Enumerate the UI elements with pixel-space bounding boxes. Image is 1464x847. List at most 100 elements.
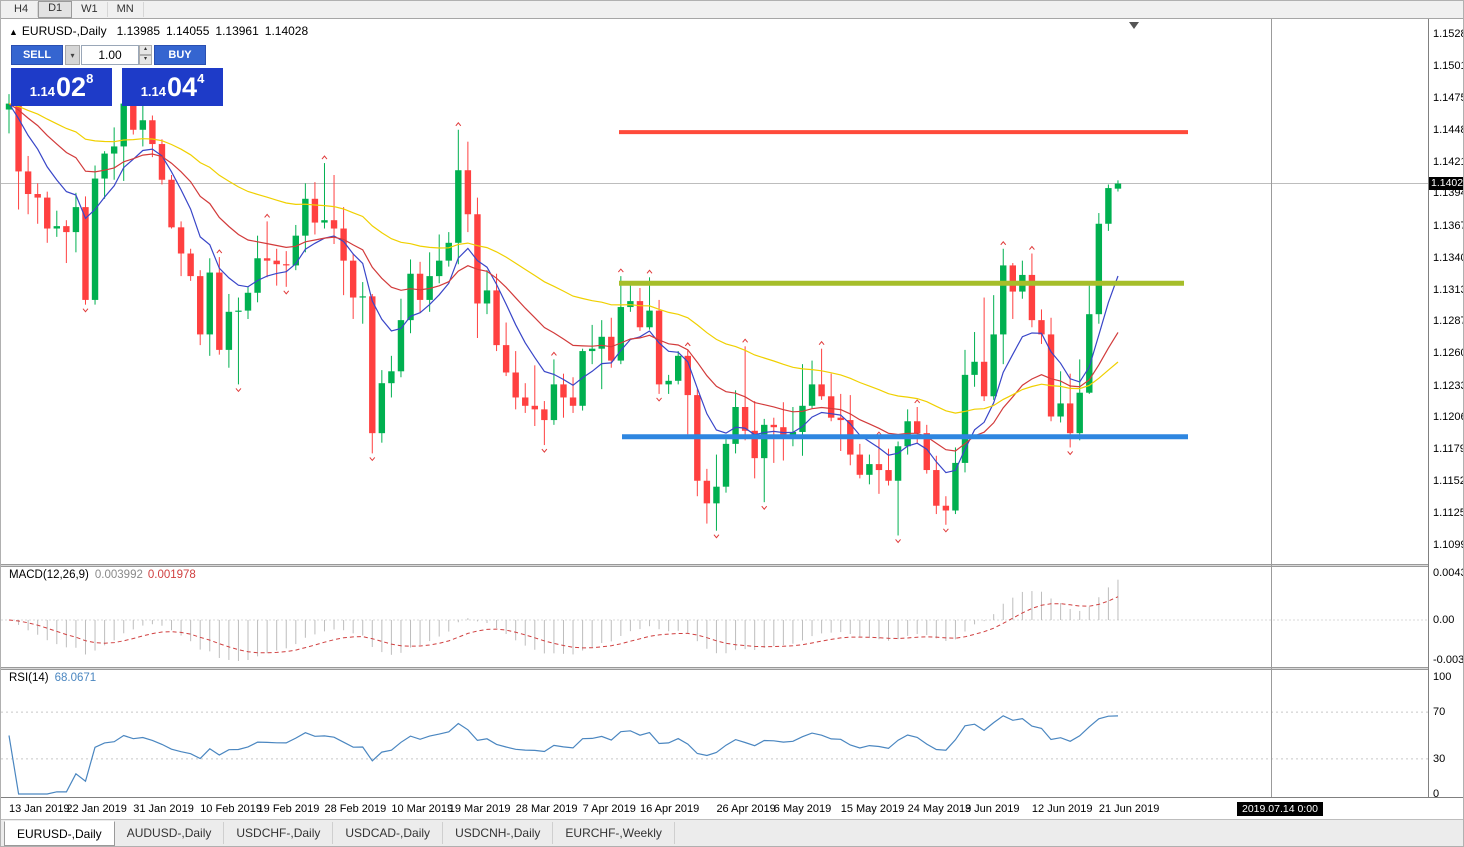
tab-eurusd-daily[interactable]: EURUSD-,Daily	[4, 821, 115, 846]
rsi-label: RSI(14) 68.0671	[9, 672, 96, 684]
bid-price-tag: 1.14028	[1429, 176, 1464, 190]
price-axis-label: 1.12330	[1433, 379, 1463, 392]
date-tick-label: 7 Apr 2019	[582, 803, 636, 815]
buy-button[interactable]: BUY	[154, 45, 206, 65]
chart-macd-splitter[interactable]	[1, 564, 1463, 567]
date-tick-label: 16 Apr 2019	[639, 803, 700, 815]
sell-button[interactable]: SELL	[11, 45, 63, 65]
price-axis-label: 1.13135	[1433, 283, 1463, 296]
date-tick-label: 12 Jun 2019	[1031, 803, 1093, 815]
macd-histogram	[18, 579, 1119, 661]
sell-price-pips: 02	[56, 71, 87, 102]
chart-symbol-label: EURUSD-,Daily	[21, 24, 107, 38]
date-tick-label: 10 Mar 2019	[391, 803, 454, 815]
tab-usdcnh-daily[interactable]: USDCNH-,Daily	[443, 822, 554, 844]
crosshair-date-tag: 2019.07.14 0:00	[1237, 802, 1323, 816]
rsi-axis-label: 100	[1433, 671, 1452, 683]
moving-averages-layer	[8, 103, 1119, 474]
rsi-axis-label: 70	[1433, 706, 1446, 719]
price-axis-label: 1.11525	[1433, 475, 1463, 488]
trend-lines-layer	[619, 130, 1188, 440]
volume-input[interactable]	[81, 45, 139, 65]
tab-usdchf-daily[interactable]: USDCHF-,Daily	[224, 822, 334, 844]
date-tick-label: 28 Mar 2019	[515, 803, 578, 815]
chart-tab-bar: EURUSD-,Daily AUDUSD-,Daily USDCHF-,Dail…	[1, 819, 1463, 846]
rsi-axis-label: 0	[1433, 788, 1440, 800]
date-tick-label: 28 Feb 2019	[324, 803, 387, 815]
date-tick-label: 31 Jan 2019	[133, 803, 194, 815]
price-axis[interactable]: 1.14028 1.15285 1.15015 1.14750 1.14480 1.14…	[1428, 19, 1464, 800]
price-axis-label: 1.13945	[1433, 187, 1463, 200]
crosshair-vertical-line	[1271, 19, 1272, 797]
date-tick-label: 19 Feb 2019	[257, 803, 320, 815]
buy-price-display[interactable]: 1.14 04 4	[122, 68, 223, 106]
main-chart-panel[interactable]: ▲ EURUSD-,Daily 1.13985 1.14055 1.13961 1.140…	[1, 19, 1428, 564]
ohlc-close: 1.14028	[264, 24, 309, 38]
timeframe-button-mn[interactable]: MN	[108, 2, 144, 17]
macd-rsi-splitter[interactable]	[1, 667, 1463, 670]
sell-price-display[interactable]: 1.14 02 8	[11, 68, 112, 106]
rsi-value: 68.0671	[54, 672, 97, 684]
buy-price-pips: 04	[167, 71, 198, 102]
macd-chart-canvas[interactable]	[1, 567, 1428, 667]
price-axis-label: 1.11795	[1433, 443, 1463, 456]
macd-axis-label: -0.00371	[1433, 654, 1464, 666]
price-axis-label: 1.10990	[1433, 539, 1463, 551]
date-tick-label: 26 Apr 2019	[716, 803, 776, 815]
date-tick-label: 19 Mar 2019	[448, 803, 511, 815]
price-axis-label: 1.11255	[1433, 507, 1463, 520]
ohlc-low: 1.13961	[215, 24, 259, 38]
macd-name: MACD(12,26,9)	[9, 569, 89, 581]
price-axis-label: 1.12600	[1433, 347, 1463, 360]
price-axis-label: 1.15015	[1433, 60, 1463, 73]
candles-layer	[5, 77, 1122, 536]
rsi-chart-canvas[interactable]	[1, 670, 1428, 797]
timeframe-button-h4[interactable]: H4	[5, 2, 39, 17]
price-axis-label: 1.12870	[1433, 315, 1463, 328]
date-axis[interactable]: 2019.07.14 0:00 13 Jan 2019 22 Jan 2019 31…	[1, 797, 1463, 819]
date-tick-label: 15 May 2019	[840, 803, 905, 815]
volume-spin-up-icon[interactable]: ▴	[139, 45, 152, 55]
ohlc-high: 1.14055	[166, 24, 210, 38]
chart-shift-marker-icon[interactable]	[1129, 22, 1139, 29]
tab-audusd-daily[interactable]: AUDUSD-,Daily	[115, 822, 225, 844]
sell-price-bigfigure: 1.14	[29, 84, 56, 99]
tab-eurchf-weekly[interactable]: EURCHF-,Weekly	[553, 822, 675, 844]
timeframe-toolbar: H4 D1 W1 MN	[1, 1, 1463, 19]
fractals-layer	[82, 69, 1074, 544]
ma-45-line	[8, 103, 1119, 414]
rsi-indicator-panel[interactable]: RSI(14) 68.0671	[1, 670, 1428, 797]
rsi-name: RSI(14)	[9, 672, 49, 684]
tab-usdcad-daily[interactable]: USDCAD-,Daily	[333, 822, 444, 844]
rsi-line	[8, 715, 1119, 795]
volume-spin-down-icon[interactable]: ▾	[139, 55, 152, 65]
macd-signal-line	[8, 596, 1119, 654]
date-tick-label: 13 Jan 2019	[9, 803, 70, 815]
candlestick-chart-canvas[interactable]	[1, 19, 1428, 564]
price-axis-label: 1.13405	[1433, 251, 1463, 264]
price-axis-label: 1.15285	[1433, 28, 1463, 40]
buy-price-pipette: 4	[197, 70, 205, 86]
ma-8-line	[8, 103, 1119, 474]
chart-title: ▲ EURUSD-,Daily 1.13985 1.14055 1.13961 1.140…	[9, 24, 314, 38]
price-axis-label: 1.14750	[1433, 91, 1463, 104]
date-tick-label: 6 May 2019	[773, 803, 832, 815]
timeframe-button-d1[interactable]: D1	[38, 1, 73, 18]
date-tick-label: 22 Jan 2019	[66, 803, 127, 815]
volume-dropdown-icon[interactable]: ▾	[65, 45, 80, 65]
one-click-toggle-icon[interactable]: ▲	[9, 27, 18, 37]
price-axis-label: 1.12065	[1433, 411, 1463, 424]
ohlc-open: 1.13985	[116, 24, 160, 38]
ma-20-line	[8, 103, 1119, 452]
rsi-axis-label: 30	[1433, 752, 1446, 765]
date-tick-label: 3 Jun 2019	[965, 803, 1020, 815]
sell-price-pipette: 8	[86, 70, 94, 86]
date-tick-label: 21 Jun 2019	[1098, 803, 1160, 815]
buy-price-bigfigure: 1.14	[140, 84, 167, 99]
macd-signal-value: 0.001978	[147, 569, 196, 581]
macd-indicator-panel[interactable]: MACD(12,26,9) 0.003992 0.001978	[1, 567, 1428, 667]
timeframe-button-w1[interactable]: W1	[72, 2, 108, 17]
date-tick-label: 24 May 2019	[907, 803, 972, 815]
